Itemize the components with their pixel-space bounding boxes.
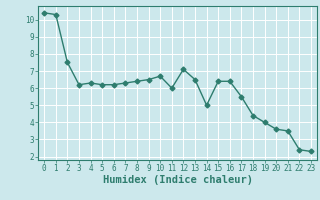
X-axis label: Humidex (Indice chaleur): Humidex (Indice chaleur)	[103, 175, 252, 185]
